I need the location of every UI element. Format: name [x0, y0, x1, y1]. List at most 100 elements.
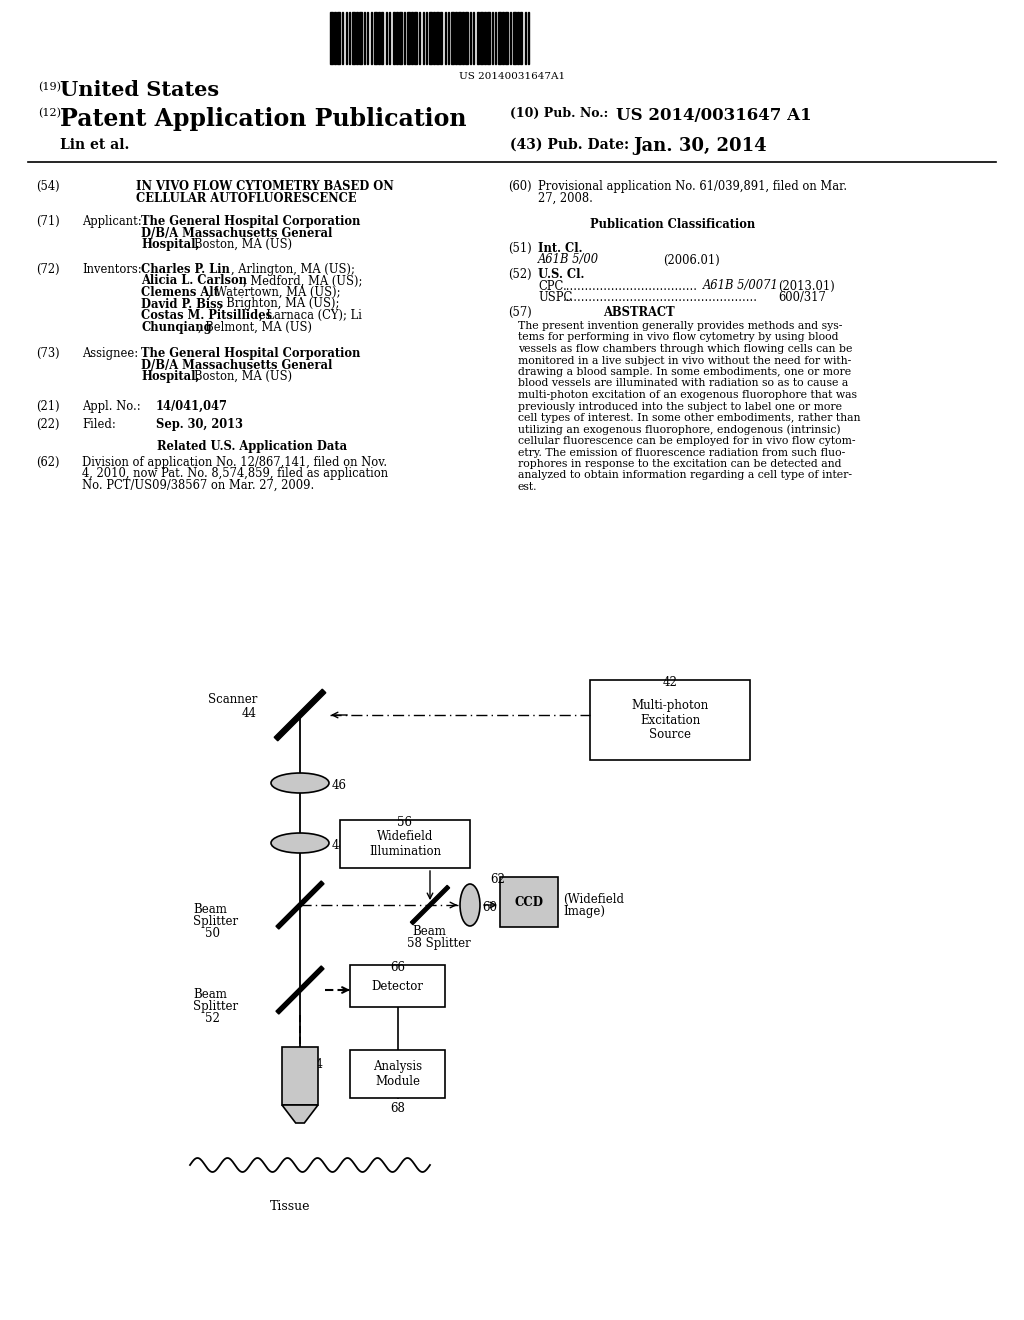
Text: The present invention generally provides methods and sys-: The present invention generally provides… — [518, 321, 843, 331]
Text: Scanner: Scanner — [208, 693, 257, 706]
Bar — [480, 12, 483, 63]
Bar — [455, 12, 457, 63]
Text: utilizing an exogenous fluorophore, endogenous (intrinsic): utilizing an exogenous fluorophore, endo… — [518, 425, 841, 436]
Text: (51): (51) — [508, 242, 531, 255]
Text: monitored in a live subject in vivo without the need for with-: monitored in a live subject in vivo with… — [518, 355, 851, 366]
Bar — [465, 12, 468, 63]
Text: ....................................................: ........................................… — [563, 290, 758, 304]
Text: D/B/A Massachusetts General: D/B/A Massachusetts General — [141, 227, 333, 239]
Text: Related U.S. Application Data: Related U.S. Application Data — [157, 440, 347, 453]
Text: Image): Image) — [563, 906, 605, 919]
Text: (52): (52) — [508, 268, 531, 281]
Text: Provisional application No. 61/039,891, filed on Mar.: Provisional application No. 61/039,891, … — [538, 180, 847, 193]
Text: 62: 62 — [490, 873, 505, 886]
Text: Publication Classification: Publication Classification — [590, 218, 756, 231]
Bar — [374, 12, 377, 63]
Text: Sep. 30, 2013: Sep. 30, 2013 — [156, 418, 243, 432]
Text: Alicia L. Carlson: Alicia L. Carlson — [141, 275, 247, 288]
Text: Hospital,: Hospital, — [141, 238, 200, 251]
Text: 14/041,047: 14/041,047 — [156, 400, 228, 413]
FancyBboxPatch shape — [350, 965, 445, 1007]
Text: (62): (62) — [36, 455, 59, 469]
Text: Multi-photon
Excitation
Source: Multi-photon Excitation Source — [632, 698, 709, 742]
Polygon shape — [275, 880, 324, 929]
Text: (43) Pub. Date:: (43) Pub. Date: — [510, 139, 629, 152]
Text: analyzed to obtain information regarding a cell type of inter-: analyzed to obtain information regarding… — [518, 470, 852, 480]
Text: (60): (60) — [508, 180, 531, 193]
Bar — [502, 12, 504, 63]
Bar — [440, 12, 442, 63]
Text: Splitter: Splitter — [193, 1001, 239, 1012]
Text: 48: 48 — [332, 840, 347, 851]
Text: etry. The emission of fluorescence radiation from such fluo-: etry. The emission of fluorescence radia… — [518, 447, 845, 458]
Text: Int. Cl.: Int. Cl. — [538, 242, 583, 255]
Text: , Watertown, MA (US);: , Watertown, MA (US); — [208, 286, 341, 300]
Text: CCD: CCD — [514, 895, 544, 908]
Text: Analysis
Module: Analysis Module — [373, 1060, 422, 1088]
Text: Detector: Detector — [372, 979, 424, 993]
Text: (71): (71) — [36, 215, 59, 228]
Text: Beam: Beam — [412, 925, 445, 939]
Text: vessels as flow chambers through which flowing cells can be: vessels as flow chambers through which f… — [518, 345, 852, 354]
Bar — [399, 12, 402, 63]
Bar — [337, 12, 340, 63]
Bar — [498, 12, 501, 63]
Bar — [477, 12, 479, 63]
Text: Splitter: Splitter — [193, 915, 239, 928]
Text: blood vessels are illuminated with radiation so as to cause a: blood vessels are illuminated with radia… — [518, 379, 848, 388]
Text: , Brighton, MA (US);: , Brighton, MA (US); — [219, 297, 339, 310]
Bar — [484, 12, 486, 63]
Bar — [458, 12, 461, 63]
Text: (Widefield: (Widefield — [563, 892, 624, 906]
FancyBboxPatch shape — [500, 876, 558, 927]
Bar — [356, 12, 358, 63]
Text: Patent Application Publication: Patent Application Publication — [60, 107, 467, 131]
Text: US 2014/0031647 A1: US 2014/0031647 A1 — [616, 107, 812, 124]
Text: rophores in response to the excitation can be detected and: rophores in response to the excitation c… — [518, 459, 842, 469]
Polygon shape — [274, 689, 326, 741]
Text: (2006.01): (2006.01) — [663, 253, 720, 267]
Bar — [359, 12, 362, 63]
Text: A61B 5/0071: A61B 5/0071 — [703, 280, 779, 293]
Polygon shape — [275, 966, 324, 1014]
FancyBboxPatch shape — [282, 1047, 318, 1105]
Text: , Arlington, MA (US);: , Arlington, MA (US); — [231, 263, 355, 276]
Text: 27, 2008.: 27, 2008. — [538, 191, 593, 205]
Text: D/B/A Massachusetts General: D/B/A Massachusetts General — [141, 359, 333, 371]
Text: CELLULAR AUTOFLUORESCENCE: CELLULAR AUTOFLUORESCENCE — [136, 191, 356, 205]
Text: USPC: USPC — [538, 290, 572, 304]
Text: IN VIVO FLOW CYTOMETRY BASED ON: IN VIVO FLOW CYTOMETRY BASED ON — [136, 180, 394, 193]
Text: Chunqiang: Chunqiang — [141, 321, 212, 334]
Text: Appl. No.:: Appl. No.: — [82, 400, 140, 413]
FancyBboxPatch shape — [590, 680, 750, 760]
Text: 4, 2010, now Pat. No. 8,574,859, filed as application: 4, 2010, now Pat. No. 8,574,859, filed a… — [82, 467, 388, 480]
Text: Division of application No. 12/867,141, filed on Nov.: Division of application No. 12/867,141, … — [82, 455, 387, 469]
Bar — [414, 12, 417, 63]
Text: Boston, MA (US): Boston, MA (US) — [194, 370, 292, 383]
Text: 60: 60 — [482, 902, 497, 913]
Text: (54): (54) — [36, 180, 59, 193]
Text: , Medford, MA (US);: , Medford, MA (US); — [243, 275, 362, 288]
Text: 56: 56 — [397, 816, 413, 829]
Text: (57): (57) — [508, 306, 531, 319]
Text: , Larnaca (CY); Li: , Larnaca (CY); Li — [259, 309, 361, 322]
Text: multi-photon excitation of an exogenous fluorophore that was: multi-photon excitation of an exogenous … — [518, 389, 857, 400]
Text: 52: 52 — [205, 1012, 220, 1026]
Text: Beam: Beam — [193, 903, 227, 916]
Text: U.S. Cl.: U.S. Cl. — [538, 268, 585, 281]
Text: cell types of interest. In some other embodiments, rather than: cell types of interest. In some other em… — [518, 413, 860, 422]
Text: drawing a blood sample. In some embodiments, one or more: drawing a blood sample. In some embodime… — [518, 367, 851, 378]
Bar — [411, 12, 413, 63]
Text: Clemens Alt: Clemens Alt — [141, 286, 219, 300]
Text: Filed:: Filed: — [82, 418, 116, 432]
FancyBboxPatch shape — [350, 1049, 445, 1098]
Text: Jan. 30, 2014: Jan. 30, 2014 — [633, 137, 767, 154]
Text: (21): (21) — [36, 400, 59, 413]
Ellipse shape — [460, 884, 480, 927]
Text: (22): (22) — [36, 418, 59, 432]
Text: 50: 50 — [205, 927, 220, 940]
Text: 600/317: 600/317 — [778, 290, 826, 304]
Text: 66: 66 — [390, 961, 406, 974]
Bar — [396, 12, 398, 63]
Text: (73): (73) — [36, 347, 59, 360]
